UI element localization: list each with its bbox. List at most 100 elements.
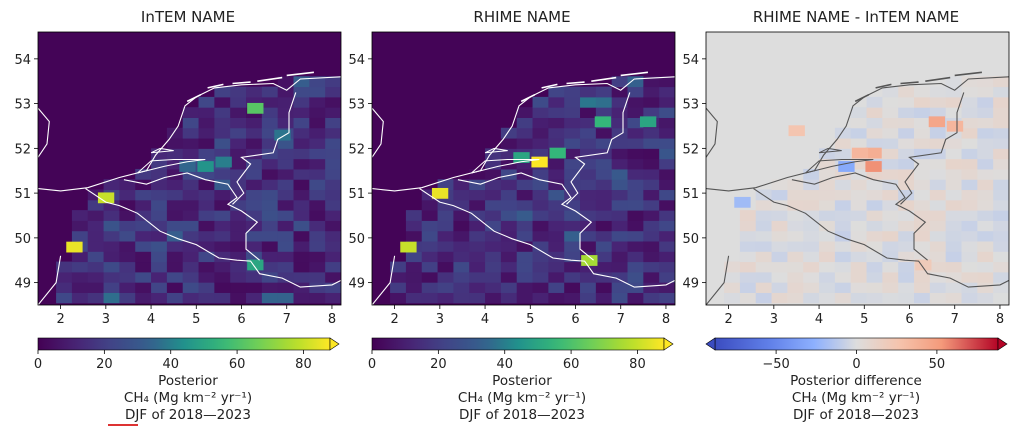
grid-cell [945, 261, 963, 273]
grid-cell [87, 271, 105, 283]
grid-cell [500, 261, 518, 273]
grid-cell [866, 189, 883, 201]
grid-cell [166, 210, 184, 221]
grid-cell [929, 210, 947, 221]
grid-cell [485, 230, 502, 242]
island-outline [954, 71, 982, 77]
grid-cell [834, 199, 852, 211]
grid-cell [787, 189, 804, 201]
island-outline [541, 83, 558, 89]
grid-cell [961, 261, 978, 273]
grid-cell [421, 220, 439, 232]
grid-cell [516, 158, 534, 170]
grid-cell [627, 86, 644, 98]
grid-cell [882, 168, 899, 180]
grid-cell [87, 292, 105, 304]
grid-cell [532, 210, 549, 221]
grid-cell [277, 210, 295, 221]
grid-cell [293, 96, 310, 108]
grid-cell [739, 292, 757, 304]
y-tick-label: 54 [348, 53, 365, 68]
grid-cell [437, 199, 454, 211]
grid-cell [103, 179, 120, 191]
grid-cell [309, 96, 326, 108]
colorbar-max-extension [663, 337, 674, 351]
grid-cell [309, 189, 326, 201]
grid-cell [643, 96, 660, 108]
island-outline [566, 81, 585, 85]
hotspot-cell [215, 156, 232, 168]
grid-cell [198, 220, 215, 232]
grid-cell [277, 86, 295, 98]
grid-cell [182, 148, 200, 160]
grid-cell [627, 117, 644, 129]
grid-cell [850, 179, 868, 191]
grid-cell [309, 168, 326, 180]
grid-cell [293, 292, 310, 304]
grid-cell [627, 210, 644, 221]
grid-cell [437, 251, 454, 263]
grid-cell [103, 271, 120, 283]
grid-cell [961, 282, 978, 293]
grid-cell [437, 261, 454, 273]
country-border [753, 188, 1009, 288]
grid-cell [469, 261, 486, 273]
grid-cell [135, 179, 152, 191]
grid-cell [214, 199, 231, 211]
grid-cell [437, 292, 454, 304]
grid-cell [771, 241, 788, 252]
grid-cell [929, 158, 947, 170]
colorbar-label-line: CH₄ (Mg km⁻² yr⁻¹) [123, 390, 253, 406]
y-tick-label: 52 [14, 142, 31, 157]
hotspot-cell [179, 161, 196, 172]
uk-coastline [38, 107, 50, 158]
grid-cell [659, 189, 675, 201]
grid-cell [898, 220, 915, 232]
grid-cell [151, 210, 168, 221]
grid-cell [961, 220, 978, 232]
grid-cell [246, 117, 263, 129]
grid-cell [898, 230, 915, 242]
grid-cell [595, 179, 613, 191]
grid-cell [787, 282, 804, 293]
grid-cell [151, 241, 168, 252]
grid-cell [71, 251, 89, 263]
grid-cell [771, 220, 788, 232]
colorbar-tick-label: 40 [496, 357, 513, 372]
grid-cell [135, 261, 152, 273]
grid-cell [261, 86, 279, 98]
grid-cell [834, 127, 852, 139]
map-panel-rhime: 2 3 4 5 6 7 8 49 50 51 52 53 54 [348, 31, 676, 327]
grid-cell [166, 138, 184, 149]
grid-cell [214, 241, 231, 252]
grid-cell [977, 220, 994, 232]
grid-cell [850, 158, 868, 170]
colorbar-gradient [714, 337, 999, 351]
grid-cell [819, 271, 836, 283]
grid-cell [135, 251, 152, 263]
grid-cell [214, 148, 231, 160]
grid-cell [293, 271, 310, 283]
x-tick-label: 5 [860, 312, 868, 327]
grid-cell [929, 230, 947, 242]
grid-cell [532, 271, 549, 283]
grid-cell [230, 199, 247, 211]
x-tick-label: 5 [526, 312, 534, 327]
grid-cell [643, 230, 660, 242]
grid-cell [532, 230, 549, 242]
grid-cell [834, 210, 852, 221]
grid-cell [771, 282, 788, 293]
grid-cell [945, 76, 963, 88]
grid-cell [119, 210, 136, 221]
grid-cell [309, 107, 326, 118]
grid-cell [771, 179, 788, 191]
grid-cell [739, 261, 757, 273]
grid-cell [627, 168, 644, 180]
grid-cell [516, 138, 534, 149]
grid-cell [595, 241, 613, 252]
grid-cell [151, 199, 168, 211]
grid-cell [945, 292, 963, 304]
grid-cell [182, 127, 200, 139]
grid-cell [611, 138, 629, 149]
grid-cell [850, 117, 868, 129]
